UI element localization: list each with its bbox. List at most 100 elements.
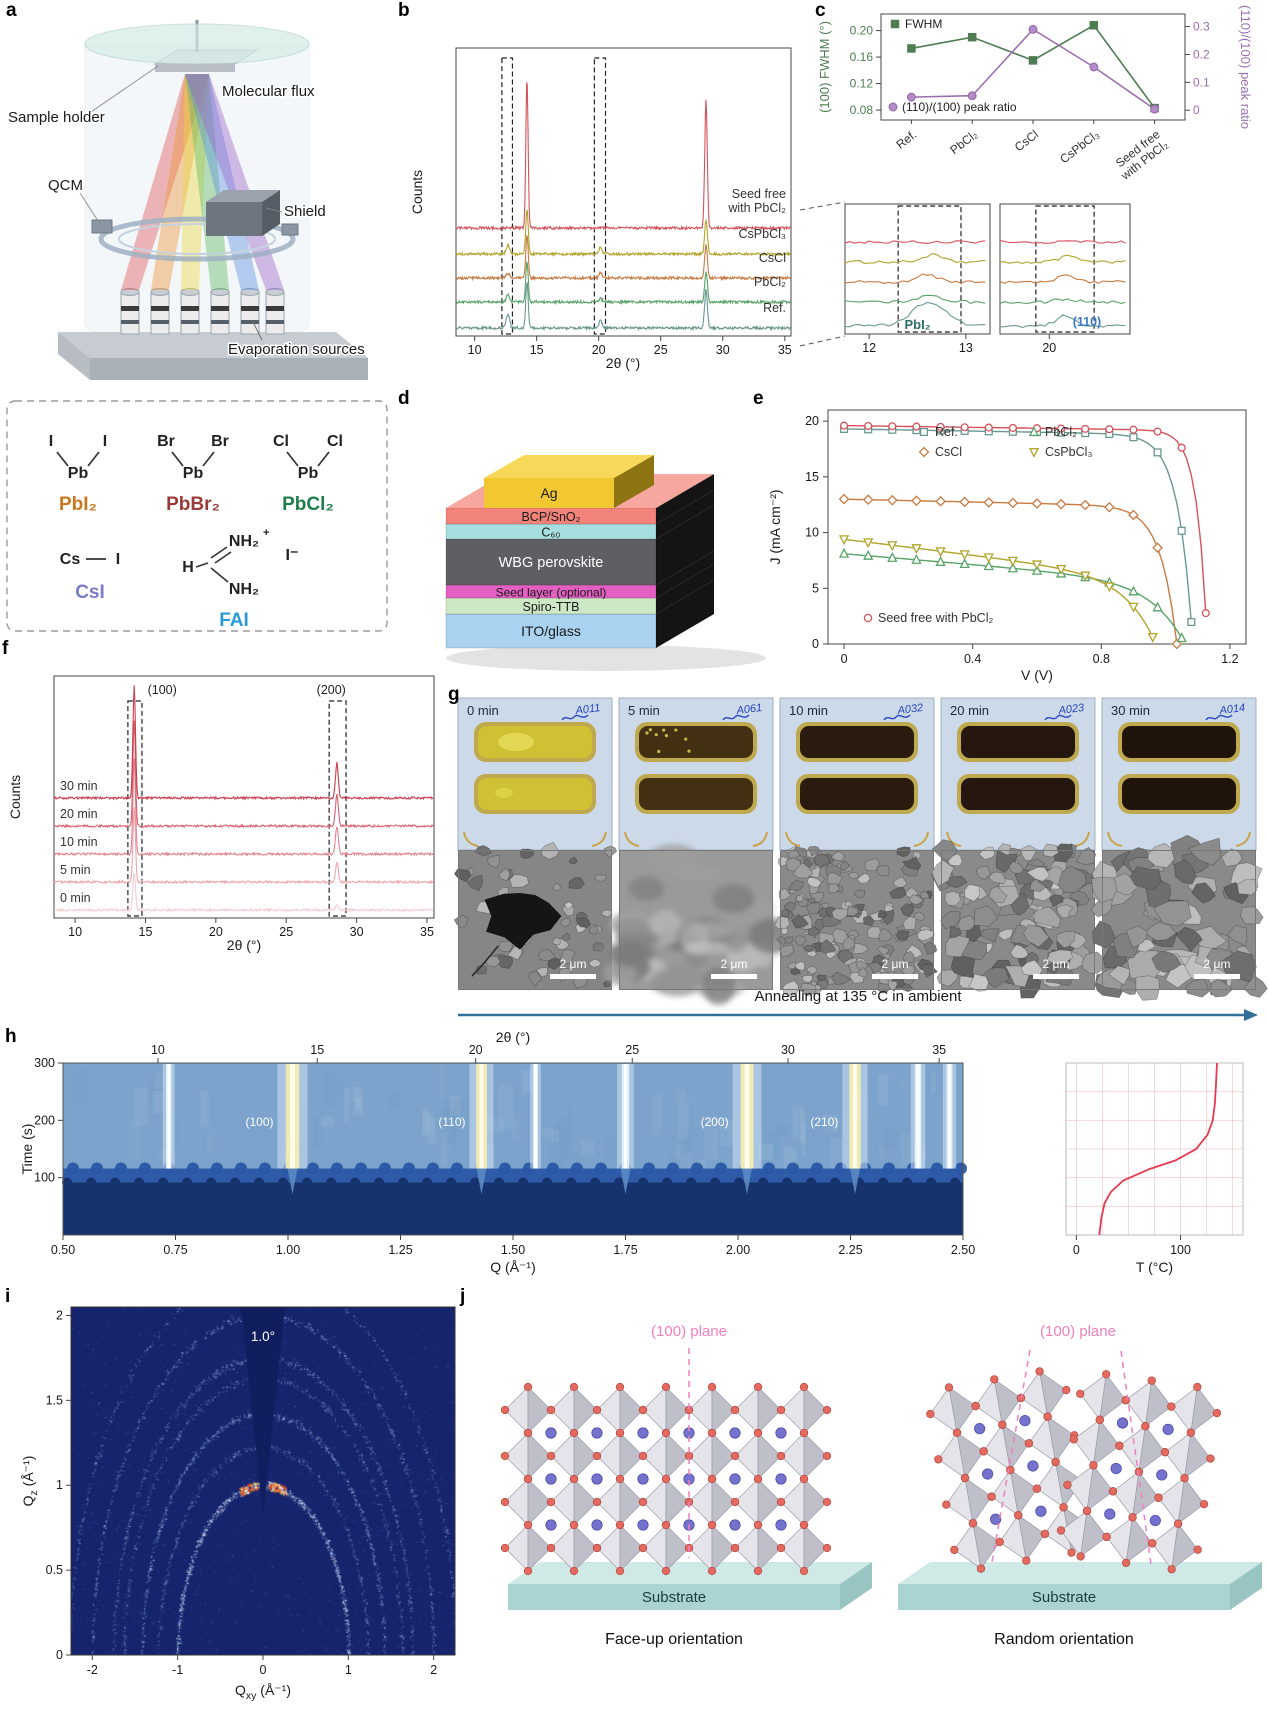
caption-random: Random orientation (994, 1631, 1134, 1648)
evaporation-source-crucible (210, 291, 230, 335)
svg-text:10: 10 (805, 526, 819, 540)
svg-text:100: 100 (1170, 1243, 1191, 1257)
perovskite-film (800, 778, 914, 810)
jv-curve (844, 538, 1154, 638)
perovskite-film (478, 726, 592, 758)
svg-text:1.50: 1.50 (501, 1243, 525, 1257)
layer-label: BCP/SnO₂ (521, 510, 580, 524)
svg-text:NH₂: NH₂ (229, 533, 259, 550)
panel-letter-j: j (460, 1286, 466, 1307)
svg-text:Cl: Cl (273, 433, 289, 450)
dashed-highlight-box (127, 700, 143, 917)
svg-text:1.2: 1.2 (1221, 652, 1238, 666)
layer-side (656, 580, 714, 648)
annealing-arrow-label: Annealing at 135 °C in ambient (754, 988, 962, 1005)
scale-bar-label: 2 μm (560, 957, 587, 971)
x-tick-label: 20 (209, 925, 223, 939)
y-axis-label: Qz (Å⁻¹) (20, 1456, 40, 1507)
panel-c-zoom-charts: 12 13 20 PbI₂ (110) (799, 201, 1131, 355)
pbi2-annotation: PbI₂ (905, 317, 931, 332)
svg-text:1.00: 1.00 (276, 1243, 300, 1257)
panel-i-giwaxs-axes: -2 -1 0 1 2 0 0.5 1 1.5 2 1.0° Qxy (Å⁻¹) Qz (Å⁻¹) (20, 1306, 456, 1702)
x-tick-label: 15 (139, 925, 153, 939)
layer-side (656, 505, 714, 585)
svg-text:0: 0 (1073, 1243, 1080, 1257)
chamber-lid (84, 23, 310, 65)
svg-text:25: 25 (625, 1043, 639, 1057)
panel-letter-f: f (2, 638, 9, 659)
legend-entry: Seed free with PbCl₂ (878, 611, 993, 625)
xrd-trace (844, 301, 986, 328)
svg-text:H: H (182, 559, 194, 576)
layer-label: Spiro-TTB (523, 600, 580, 614)
svg-text:5: 5 (812, 581, 819, 595)
svg-text:0.08: 0.08 (850, 103, 874, 117)
dashed-highlight-box (897, 205, 962, 333)
label-evaporation-sources: Evaporation sources (228, 341, 365, 358)
panel-f-xrd-time-chart: 10 15 20 25 30 35 0 min 5 min 10 min 20 min 30 min… (7, 675, 435, 953)
x-tick-label: 30 (350, 925, 364, 939)
plane-label: (100) plane (1040, 1323, 1116, 1340)
sem-image: 2 μm (930, 839, 1106, 999)
label-molecular-flux: Molecular flux (222, 83, 315, 100)
layer-label: C₆₀ (541, 526, 560, 540)
layer-front (445, 538, 657, 586)
substrate-label: Substrate (642, 1589, 706, 1606)
svg-text:20: 20 (805, 414, 819, 428)
svg-text:0: 0 (1193, 103, 1200, 117)
caption-face-up: Face-up orientation (605, 1631, 743, 1648)
xrd-trace (53, 720, 434, 829)
panel-letter-h: h (5, 1026, 17, 1047)
evaporation-source-crucible (265, 291, 285, 335)
scale-bar (711, 974, 757, 979)
ag-side (614, 455, 654, 508)
dashed-highlight-box (593, 57, 607, 335)
svg-text:1.5: 1.5 (46, 1393, 63, 1407)
svg-text:0.12: 0.12 (850, 77, 874, 91)
sem-image: 2 μm (774, 845, 939, 998)
face-up-lattice (500, 1382, 832, 1576)
peak-label: (100) (148, 683, 177, 697)
x-tick-label: 13 (959, 341, 973, 355)
svg-text:Cl: Cl (327, 433, 343, 450)
time-label: 10 min (60, 835, 98, 849)
plane-label: (100) plane (651, 1323, 727, 1340)
stack-shadow (446, 645, 766, 671)
x-tick-label: 10 (468, 343, 482, 357)
substrate-front (508, 1584, 840, 1610)
incidence-angle-annotation: 1.0° (251, 1329, 275, 1344)
svg-text:2.50: 2.50 (951, 1243, 975, 1257)
reflection-label: (210) (810, 1115, 838, 1129)
xrd-trace (53, 685, 434, 801)
svg-text:Ref.: Ref. (893, 127, 919, 152)
evaporation-source-crucible (150, 291, 170, 335)
xrd-trace (844, 273, 986, 284)
plane-dashed-line (1120, 1350, 1152, 1565)
sem-image: 2 μm (453, 841, 618, 990)
svg-text:1.25: 1.25 (388, 1243, 412, 1257)
legend-ratio: (110)/(100) peak ratio (902, 100, 1017, 114)
x-tick-label: 20 (592, 343, 606, 357)
x-tick-label: 35 (778, 343, 792, 357)
plot-frame (70, 1306, 456, 1656)
annealing-photo: 10 min A032 (779, 697, 935, 851)
molecular-flux-beam (151, 74, 209, 290)
panel-b-xrd-chart: 10 15 20 25 30 35 Ref. PbCl₂ CsCl CsPbCl₃ Seed fre… (409, 47, 792, 371)
xrd-trace (53, 872, 434, 913)
svg-text:35: 35 (932, 1043, 946, 1057)
svg-text:-1: -1 (172, 1663, 183, 1677)
scale-bar (1033, 974, 1079, 979)
jv-curve (844, 424, 1207, 614)
qcm-sensor (91, 219, 113, 234)
svg-text:0.8: 0.8 (1093, 652, 1110, 666)
arrow-head (1244, 1009, 1258, 1021)
precursor-label: FAI (219, 610, 249, 631)
perovskite-film (961, 726, 1075, 758)
evaporation-source-crucible (180, 291, 200, 335)
y-axis-label: J (mA cm⁻²) (767, 489, 783, 564)
svg-text:0.50: 0.50 (51, 1243, 75, 1257)
label-sample-holder: Sample holder (8, 109, 105, 126)
handwritten-mark: A014 (1218, 702, 1246, 717)
category-label: PbCl₂ (947, 127, 980, 157)
